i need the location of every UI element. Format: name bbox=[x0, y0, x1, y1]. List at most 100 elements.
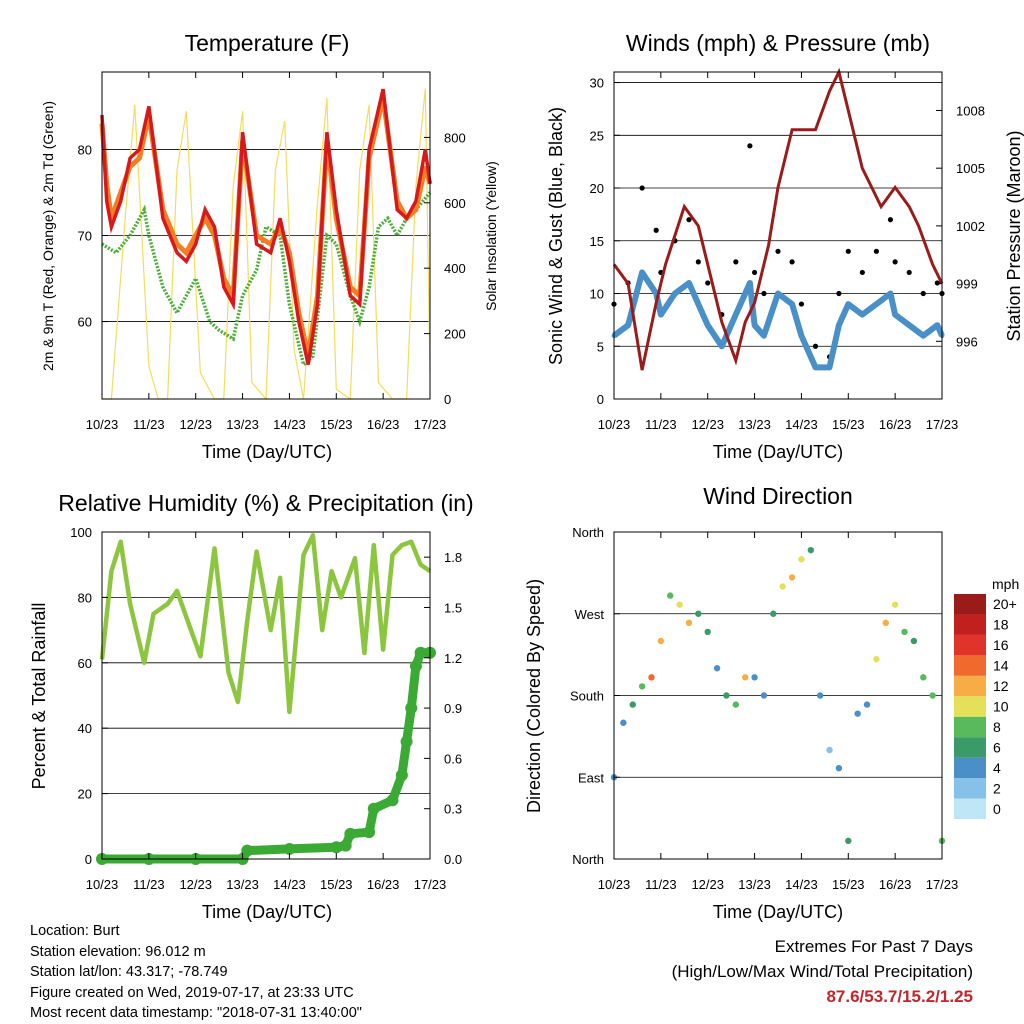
gust-point bbox=[789, 259, 795, 265]
direction-point bbox=[629, 701, 636, 708]
wind-point bbox=[752, 322, 757, 328]
direction-point bbox=[910, 637, 918, 645]
y-tick-label: West bbox=[575, 607, 605, 622]
humidity-xlabel: Time (Day/UTC) bbox=[202, 902, 332, 922]
y2-tick-label: 1005 bbox=[956, 161, 985, 176]
x-tick-label: 13/23 bbox=[226, 417, 259, 432]
temperature-series bbox=[99, 88, 433, 401]
wind-point bbox=[836, 322, 842, 328]
y-tick-label: South bbox=[570, 689, 604, 704]
x-tick-label: 11/23 bbox=[645, 417, 677, 432]
humidity-title: Relative Humidity (%) & Precipitation (i… bbox=[58, 490, 473, 516]
precipitation-point bbox=[367, 802, 380, 815]
colorbar-label: 6 bbox=[993, 739, 1001, 755]
colorbar-swatch bbox=[954, 594, 986, 615]
colorbar-label: 4 bbox=[993, 760, 1001, 776]
gust-point bbox=[892, 259, 898, 265]
gust-point bbox=[934, 280, 940, 286]
colorbar-swatch bbox=[954, 798, 986, 819]
x-tick-label: 12/23 bbox=[179, 877, 212, 892]
direction-point bbox=[667, 592, 674, 599]
direction-point bbox=[770, 610, 777, 617]
wind-point bbox=[920, 333, 926, 339]
direction-point bbox=[620, 719, 627, 726]
direction-point bbox=[685, 619, 693, 627]
y2-tick-label: 600 bbox=[444, 196, 466, 211]
x-tick-label: 16/23 bbox=[879, 877, 912, 892]
precipitation-point bbox=[405, 702, 418, 715]
direction-point bbox=[657, 637, 665, 645]
y-tick-label: North bbox=[572, 852, 604, 867]
wind-point bbox=[874, 301, 879, 307]
direction-point bbox=[807, 546, 814, 554]
x-tick-label: 16/23 bbox=[367, 417, 400, 432]
y-tick-label: 40 bbox=[78, 721, 92, 736]
y-tick-label: 25 bbox=[590, 128, 604, 143]
y2-tick-label: 400 bbox=[444, 261, 466, 276]
x-tick-label: 17/23 bbox=[926, 877, 959, 892]
y-tick-label: 20 bbox=[78, 787, 92, 802]
colorbar-swatch bbox=[954, 757, 986, 779]
winds-ticks: 0 5 10 15 20 25 30 996 999 1002 1005 1008 10/23 11/23… bbox=[590, 72, 985, 432]
humidity-panel: Relative Humidity (%) & Precipitation (i… bbox=[29, 490, 474, 922]
x-tick-label: 14/23 bbox=[273, 877, 306, 892]
direction-point bbox=[732, 701, 740, 708]
winds-plot-frame bbox=[613, 71, 943, 400]
x-tick-label: 12/23 bbox=[691, 877, 724, 892]
y2-tick-label: 0 bbox=[444, 392, 451, 407]
wind-point bbox=[761, 333, 767, 339]
gust-point bbox=[653, 227, 659, 233]
direction-series bbox=[610, 546, 946, 845]
figure-created: Figure created on Wed, 2019-07-17, at 23… bbox=[30, 984, 354, 1001]
x-tick-label: 13/23 bbox=[226, 877, 259, 892]
extremes-box: Extremes For Past 7 Days (High/Low/Max W… bbox=[672, 934, 973, 1009]
temperature-title: Temperature (F) bbox=[185, 30, 350, 56]
colorbar-swatch bbox=[954, 737, 986, 758]
direction-point bbox=[929, 692, 936, 699]
direction-panel: Wind Direction North East South West North 10… bbox=[524, 483, 1019, 922]
direction-xlabel: Time (Day/UTC) bbox=[713, 902, 843, 922]
speed-colorbar: 0 2 4 6 8 10 12 14 16 18 20+ bbox=[954, 594, 1017, 819]
x-tick-label: 10/23 bbox=[598, 417, 631, 432]
x-tick-label: 12/23 bbox=[179, 417, 212, 432]
direction-point bbox=[713, 665, 721, 672]
direction-point bbox=[704, 628, 711, 636]
temperature-ylabel: 2m & 9m T (Red, Orange) & 2m Td (Green) bbox=[40, 101, 56, 371]
colorbar-label: 14 bbox=[993, 658, 1009, 674]
humidity-plot-frame bbox=[101, 531, 431, 860]
direction-point bbox=[695, 610, 702, 617]
gust-point bbox=[775, 248, 781, 254]
y2-tick-label: 999 bbox=[956, 277, 978, 292]
y2-tick-label: 0.6 bbox=[444, 751, 462, 766]
data-timestamp: Most recent data timestamp: "2018-07-31 … bbox=[30, 1005, 362, 1021]
colorbar-swatch bbox=[954, 634, 986, 656]
y-tick-label: 5 bbox=[597, 339, 604, 354]
gust-point bbox=[639, 185, 645, 191]
y-tick-label: 0 bbox=[85, 852, 92, 867]
winds-panel: Winds (mph) & Pressure (mb) 0 5 10 15 20 25 30… bbox=[546, 30, 1024, 462]
wind-point bbox=[658, 312, 664, 318]
colorbar-swatch bbox=[954, 716, 986, 738]
x-tick-label: 15/23 bbox=[832, 877, 865, 892]
y2-tick-label: 1.8 bbox=[444, 550, 462, 565]
wind-point bbox=[827, 364, 832, 370]
direction-point bbox=[826, 746, 833, 754]
direction-point bbox=[798, 556, 805, 563]
precipitation-point bbox=[339, 839, 352, 852]
temperature-ylabel-right: Solar Insolation (Yellow) bbox=[483, 161, 499, 311]
precipitation-point bbox=[414, 646, 427, 659]
colorbar-label: 2 bbox=[993, 780, 1001, 796]
colorbar-label: 20+ bbox=[993, 596, 1017, 612]
y-tick-label: 10 bbox=[590, 287, 604, 302]
colorbar-label: 8 bbox=[993, 719, 1001, 735]
precipitation-point bbox=[363, 826, 376, 839]
colorbar-swatch bbox=[954, 778, 986, 799]
gust-point bbox=[695, 259, 701, 265]
x-tick-label: 11/23 bbox=[133, 877, 165, 892]
wind-point bbox=[639, 270, 645, 275]
x-tick-label: 15/23 bbox=[320, 417, 353, 432]
precipitation-point bbox=[409, 660, 422, 673]
direction-point bbox=[751, 674, 758, 681]
